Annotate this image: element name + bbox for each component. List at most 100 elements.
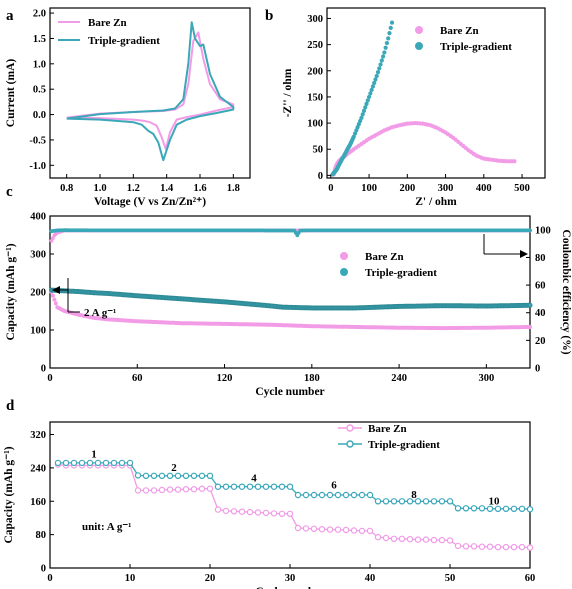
data-point xyxy=(446,537,454,544)
panel-c-series: 0 20 40 60 80 100 Coulombic efficiency (%) 2 A … xyxy=(49,225,572,375)
legend-label: Bare Zn xyxy=(88,17,127,29)
data-point xyxy=(270,510,278,517)
y-tick-label: 1.5 xyxy=(33,34,46,45)
rate-annotation: 2 A g⁻¹ xyxy=(84,307,116,319)
y-tick-label: 320 xyxy=(30,430,46,441)
plot-frame xyxy=(49,7,251,179)
data-point xyxy=(478,505,486,512)
panel-label: d xyxy=(6,398,15,414)
y-tick-label: 240 xyxy=(30,463,46,474)
data-point xyxy=(310,525,318,533)
data-point xyxy=(318,526,326,533)
data-point xyxy=(438,498,446,505)
data-point xyxy=(382,498,390,505)
data-point xyxy=(166,486,174,493)
data-point xyxy=(364,101,369,106)
panel-a-series xyxy=(66,21,235,162)
data-point xyxy=(360,112,365,117)
data-point xyxy=(422,536,430,543)
x-tick-label: 40 xyxy=(365,573,376,584)
data-point xyxy=(387,31,392,36)
data-point xyxy=(502,505,510,512)
y-tick-label: 160 xyxy=(30,497,46,508)
data-point xyxy=(294,491,302,499)
panel-b-axes: 0 100 200 300 400 500 0 50 100 150 200 250 300 Z' / o… xyxy=(265,7,546,208)
data-point xyxy=(398,498,406,505)
x-tick-label: 1.0 xyxy=(93,183,106,194)
rate-label: 8 xyxy=(411,489,417,501)
data-point xyxy=(430,498,438,505)
x-tick-label: 0 xyxy=(47,373,52,384)
data-point xyxy=(230,508,238,515)
legend-label: Bare Zn xyxy=(365,251,404,263)
y-tick-label: 0 xyxy=(318,171,323,182)
x-axis-title: Cycle number xyxy=(255,586,324,589)
data-point xyxy=(365,98,370,103)
data-point xyxy=(78,459,86,467)
data-point xyxy=(198,485,206,492)
data-point xyxy=(334,526,342,533)
data-point xyxy=(70,459,78,467)
legend-marker xyxy=(340,268,348,276)
data-point xyxy=(527,302,533,308)
data-point xyxy=(369,87,374,93)
legend-marker xyxy=(346,440,354,448)
y-tick-label: 200 xyxy=(307,66,323,77)
legend-label: Bare Zn xyxy=(440,25,479,37)
data-point xyxy=(318,491,326,499)
y-tick-label: 50 xyxy=(313,145,324,156)
data-point xyxy=(446,498,454,505)
y-tick-label: -1.0 xyxy=(29,161,46,172)
data-point xyxy=(182,486,190,493)
data-point xyxy=(222,483,230,490)
data-point xyxy=(358,491,366,499)
x-tick-label: 0 xyxy=(328,183,333,194)
x-tick-label: 0 xyxy=(47,573,52,584)
data-point xyxy=(378,62,383,67)
y2-tick-label: 60 xyxy=(535,281,546,292)
y-tick-label: -0.5 xyxy=(29,135,46,146)
data-point xyxy=(246,483,254,490)
data-point xyxy=(390,498,398,505)
data-point xyxy=(390,535,398,543)
data-point xyxy=(386,36,391,41)
data-point xyxy=(352,131,358,136)
data-point xyxy=(518,505,526,512)
data-point xyxy=(502,543,510,551)
data-point xyxy=(286,483,294,490)
y-tick-label: 0 xyxy=(41,364,46,375)
data-point xyxy=(470,543,478,550)
legend-label: Triple-gradient xyxy=(368,439,440,451)
data-point xyxy=(214,483,222,490)
data-point xyxy=(377,66,382,71)
data-point xyxy=(414,536,422,543)
data-point xyxy=(150,472,158,479)
panel-d-series: 1 2 4 6 8 10 unit: A g⁻¹ xyxy=(54,448,534,551)
unit-annotation: unit: A g⁻¹ xyxy=(82,521,131,533)
x-tick-label: 1.8 xyxy=(227,183,240,194)
data-point xyxy=(262,483,270,490)
x-tick-label: 1.4 xyxy=(160,183,174,194)
data-point xyxy=(374,533,382,541)
x-tick-label: 50 xyxy=(445,573,456,584)
y2-axis-title: Coulombic efficiency (%) xyxy=(560,229,572,354)
y-tick-label: 250 xyxy=(307,40,323,51)
data-point xyxy=(118,459,126,467)
x-axis-title: Voltage (V vs Zn/Zn²⁺) xyxy=(94,196,206,208)
data-point xyxy=(379,58,384,63)
data-point xyxy=(350,491,358,499)
data-point xyxy=(350,527,358,534)
data-point xyxy=(206,485,214,492)
data-point xyxy=(406,498,414,505)
y-tick-label: 100 xyxy=(307,119,323,130)
data-point xyxy=(286,510,294,517)
legend-label: Triple-gradient xyxy=(88,35,160,47)
data-point xyxy=(372,80,377,86)
data-point xyxy=(359,115,364,120)
y-tick-label: 300 xyxy=(30,250,46,261)
data-point xyxy=(342,526,350,534)
data-point xyxy=(478,543,486,550)
x-axis-title: Z' / ohm xyxy=(415,196,457,208)
data-point xyxy=(326,526,334,533)
